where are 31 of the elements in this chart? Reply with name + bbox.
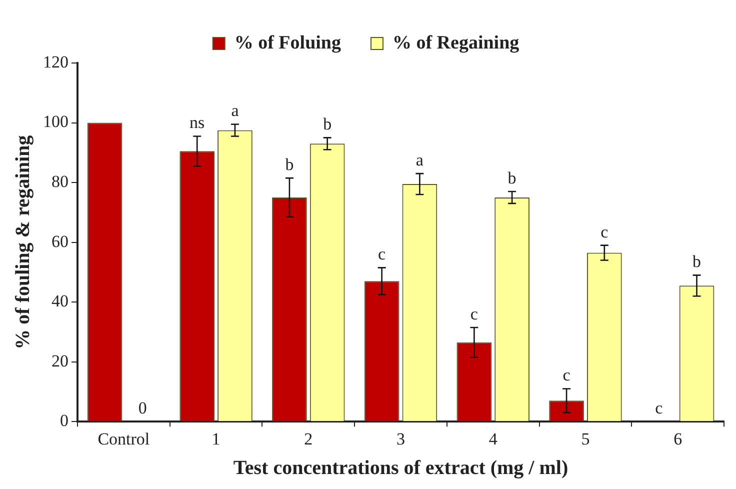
annotation: b [692, 252, 702, 272]
y-tick-label: 60 [52, 232, 68, 251]
x-tick-label: Control [98, 429, 150, 448]
annotation: a [416, 150, 424, 170]
y-tick-label: 20 [52, 351, 68, 370]
annotation: c [470, 304, 478, 324]
annotation: b [285, 155, 294, 174]
x-axis-title: Test concentrations of extract (mg / ml) [233, 457, 568, 480]
annotation: c [378, 244, 386, 264]
x-tick-label: 5 [581, 429, 590, 448]
y-tick-label: 100 [43, 112, 68, 132]
y-tick-label: 0 [60, 411, 68, 430]
annotation: c [600, 222, 609, 242]
annotation: ns [190, 113, 205, 132]
legend-label: % of Foluing [234, 32, 342, 54]
y-axis-title: % of fouling & regaining [12, 135, 34, 350]
y-tick-label: 80 [52, 172, 68, 191]
annotation: c [562, 366, 571, 385]
x-tick-label: 3 [396, 429, 405, 448]
y-tick-label: 40 [52, 292, 68, 311]
x-tick-label: 1 [212, 429, 220, 448]
y-tick-label: 120 [43, 52, 68, 72]
annotation: b [508, 168, 516, 188]
annotation: b [323, 114, 332, 134]
x-tick-label: 6 [674, 429, 682, 448]
x-tick-label: 2 [304, 429, 313, 448]
legend-label: % of Regaining [392, 32, 520, 54]
annotation: 0 [138, 398, 147, 418]
annotation: a [231, 101, 240, 120]
annotation: c [655, 398, 664, 418]
x-tick-label: 4 [488, 429, 498, 448]
